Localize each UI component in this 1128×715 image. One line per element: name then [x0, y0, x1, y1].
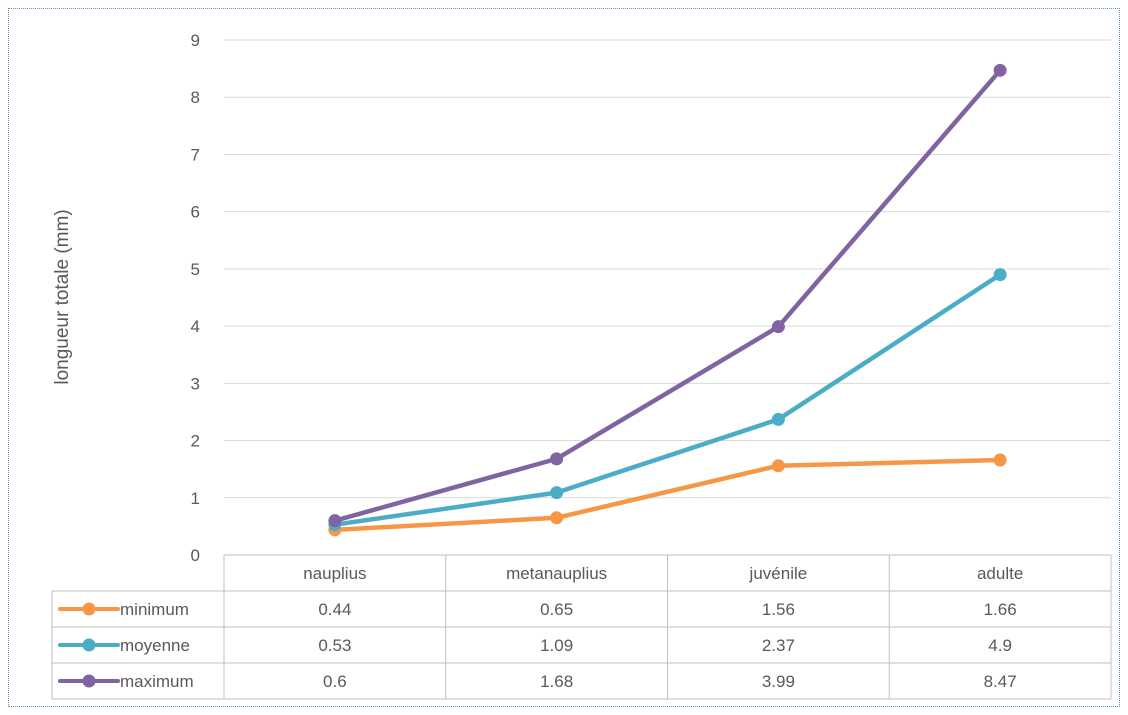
y-tick-label-5: 5: [191, 260, 200, 279]
table-cell-moyenne: 4.9: [988, 636, 1012, 655]
y-tick-label-8: 8: [191, 88, 200, 107]
data-point-maximum: [328, 514, 342, 528]
data-table: nauplius metanauplius juvénile adulte minimu…: [51, 554, 1112, 700]
series-lines: [328, 63, 1007, 537]
data-point-moyenne: [771, 412, 785, 426]
y-tick-label-3: 3: [191, 374, 200, 393]
data-point-maximum: [993, 63, 1007, 77]
table-cell-minimum: 0.44: [318, 600, 351, 619]
data-point-minimum: [993, 453, 1007, 467]
x-category-label: metanauplius: [506, 564, 607, 583]
table-cell-moyenne: 0.53: [318, 636, 351, 655]
y-tick-label-1: 1: [191, 489, 200, 508]
table-cell-maximum: 1.68: [540, 672, 573, 691]
table-cell-maximum: 8.47: [984, 672, 1017, 691]
x-category-label: juvénile: [749, 564, 808, 583]
gridlines: [224, 39, 1111, 499]
y-tick-label-2: 2: [191, 432, 200, 451]
legend-label-minimum: minimum: [120, 600, 189, 619]
series-line-minimum: [332, 457, 1003, 533]
table-cell-maximum: 0.6: [323, 672, 347, 691]
legend-marker-maximum: [82, 674, 96, 688]
data-point-moyenne: [993, 268, 1007, 282]
y-tick-labels: 0 1 2 3 4 5 6 7 8 9: [191, 31, 200, 565]
legend-marker-moyenne: [82, 638, 96, 652]
chart-frame: [8, 8, 1120, 707]
legend-marker-minimum: [82, 602, 96, 616]
y-tick-label-9: 9: [191, 31, 200, 50]
table-cell-moyenne: 1.09: [540, 636, 573, 655]
data-point-moyenne: [550, 486, 564, 500]
series-line-maximum: [332, 68, 1003, 523]
legend-label-maximum: maximum: [120, 672, 194, 691]
series-line-moyenne: [332, 272, 1003, 527]
y-tick-label-0: 0: [191, 546, 200, 565]
table-cell-maximum: 3.99: [762, 672, 795, 691]
data-point-minimum: [771, 459, 785, 473]
table-cell-minimum: 0.65: [540, 600, 573, 619]
x-category-label: adulte: [977, 564, 1023, 583]
y-tick-label-4: 4: [191, 317, 200, 336]
table-cell-minimum: 1.56: [762, 600, 795, 619]
legend-label-moyenne: moyenne: [120, 636, 190, 655]
data-point-minimum: [550, 511, 564, 525]
data-point-maximum: [771, 320, 785, 334]
data-point-maximum: [550, 452, 564, 466]
y-tick-label-6: 6: [191, 203, 200, 222]
table-cell-moyenne: 2.37: [762, 636, 795, 655]
y-axis-label: longueur totale (mm): [52, 209, 73, 384]
y-tick-label-7: 7: [191, 145, 200, 164]
x-category-label: nauplius: [303, 564, 366, 583]
table-cell-minimum: 1.66: [984, 600, 1017, 619]
